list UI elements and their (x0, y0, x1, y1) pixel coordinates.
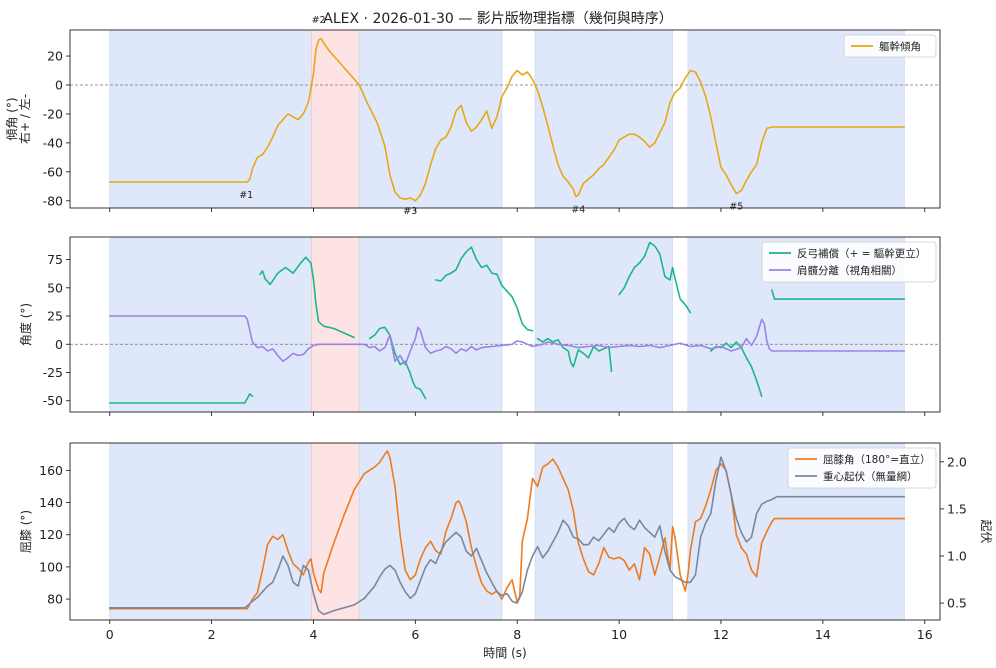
x-tick-label: 8 (513, 627, 521, 642)
y2-tick-label: 1.0 (947, 548, 967, 563)
y-tick-label: 160 (39, 463, 63, 478)
axes-frame (69, 29, 941, 209)
x-axis-label: 時間 (s) (483, 646, 526, 660)
phase-band-blue (109, 236, 312, 413)
y-tick-label: 80 (47, 592, 63, 607)
phase-band-blue (358, 236, 503, 413)
y-tick-label: 75 (47, 252, 63, 267)
y-tick-label: 140 (39, 495, 63, 510)
axes-frame (69, 236, 941, 413)
x-tick-label: 0 (106, 627, 114, 642)
legend-box (843, 34, 937, 58)
knee-flexion-panel: 160 140 120 100 80 2.0 1.5 1.0 0.5 0 2 4 6 8 10 12 14 16 屈… (19, 442, 993, 660)
event-label: #2 (312, 15, 326, 26)
series-line-1 (108, 315, 906, 366)
series-line-0 (434, 246, 534, 332)
y-tick-label: 50 (47, 280, 63, 295)
y-tick-label: 0 (55, 77, 63, 92)
phase-band-blue (358, 442, 503, 621)
y-axis-label: 右+ / 左- (17, 94, 32, 144)
x-tick-label: 2 (208, 627, 216, 642)
phase-band-blue (687, 29, 905, 209)
y-tick-label: -20 (43, 106, 63, 121)
y2-axis-label: 起伏 (979, 519, 993, 543)
series-line-1 (108, 456, 906, 616)
phase-band-red (311, 442, 360, 621)
y-tick-label: 25 (47, 309, 63, 324)
series-line-0 (368, 326, 427, 400)
phase-band-blue (109, 442, 312, 621)
y2-tick-label: 0.5 (947, 596, 967, 611)
y-axis-label: 傾角 (°) (5, 97, 19, 140)
x-tick-label: 4 (310, 627, 318, 642)
legend-label: 重心起伏（無量綱） (823, 470, 918, 483)
y2-tick-label: 1.5 (947, 501, 967, 516)
x-tick-label: 10 (611, 627, 627, 642)
legend-label: 屈膝角（180°=直立） (823, 453, 931, 466)
series-line-0 (771, 289, 906, 300)
y-tick-label: -60 (43, 164, 63, 179)
y-tick-label: -50 (43, 393, 63, 408)
legend-label: 反弓補償（+ = 驅幹更立） (797, 247, 926, 260)
phase-band-red (311, 236, 360, 413)
legend-box (761, 241, 937, 283)
event-label: #1 (239, 190, 253, 201)
phase-band-blue (109, 29, 312, 209)
y-axis-label: 屈膝 (°) (19, 510, 33, 553)
series-line-0 (108, 393, 254, 404)
event-label: #3 (403, 206, 417, 217)
series-line-0 (536, 337, 613, 373)
y-tick-label: 0 (55, 337, 63, 352)
x-tick-label: 14 (815, 627, 831, 642)
axes-frame (69, 442, 941, 621)
series-line-0 (108, 37, 906, 202)
phase-band-blue (534, 29, 673, 209)
y-tick-label: -40 (43, 135, 63, 150)
y-axis-label: 角度 (°) (18, 303, 33, 346)
y-tick-label: 120 (39, 527, 63, 542)
series-line-0 (618, 241, 692, 314)
phase-band-blue (534, 442, 673, 621)
legend-label: 軀幹傾角 (879, 40, 921, 53)
event-label: #5 (729, 201, 743, 212)
event-label: #4 (571, 204, 585, 215)
x-tick-label: 12 (713, 627, 729, 642)
legend-label: 肩髖分離（視角相關） (797, 264, 902, 277)
y-tick-label: 100 (39, 559, 63, 574)
y-tick-label: -80 (43, 193, 63, 208)
bow-compensation-panel: 75 50 25 0 -25 -50 角度 (°) 反弓補償（+ = 驅幹更立） 肩髖分離（視角… (18, 236, 941, 416)
series-line-0 (259, 256, 355, 339)
y-tick-label: 20 (47, 49, 63, 64)
figure-title: ALEX · 2026-01-30 — 影片版物理指標（幾何與時序） (323, 11, 672, 27)
legend-box (787, 447, 937, 489)
phase-band-blue (534, 236, 673, 413)
trunk-tilt-panel: 20 0 -20 -40 -60 -80 傾角 (°) 右+ / 左- #1 #2 #3 #4 #5 軀幹… (5, 15, 941, 217)
y-tick-label: -25 (43, 365, 63, 380)
phase-band-blue (358, 29, 503, 209)
x-tick-label: 6 (411, 627, 419, 642)
y2-tick-label: 2.0 (947, 454, 967, 469)
x-tick-label: 16 (917, 627, 933, 642)
